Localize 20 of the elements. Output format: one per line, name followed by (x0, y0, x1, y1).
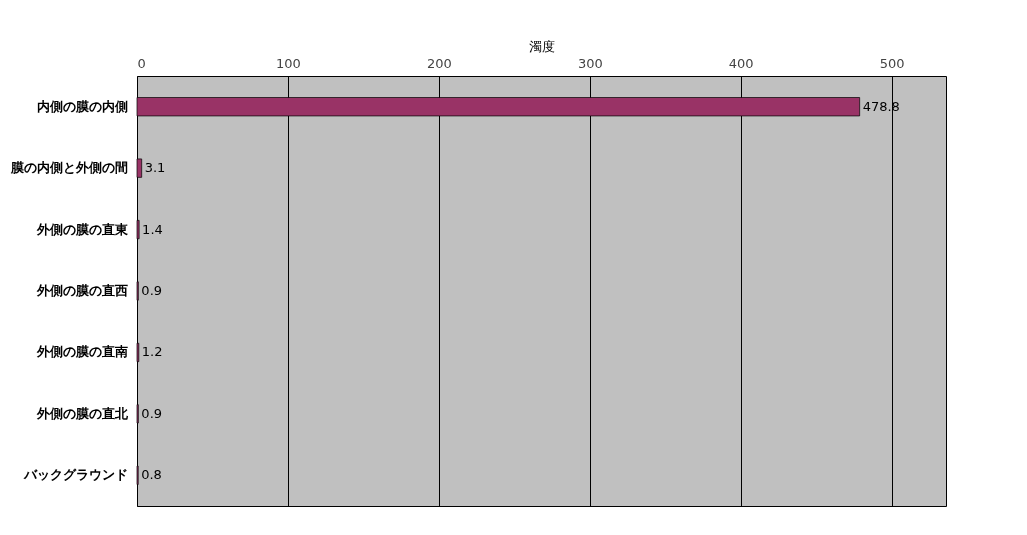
data-label: 0.9 (141, 405, 163, 421)
data-label: 0.8 (141, 467, 162, 483)
data-label: 1.2 (141, 344, 163, 360)
data-label: 3.1 (144, 160, 166, 176)
y-tick-label: 外側の膜の直北 (35, 405, 129, 421)
x-tick-label: 100 (276, 55, 301, 71)
data-label: 0.9 (141, 283, 163, 298)
y-tick-label: 膜の内側と外側の間 (9, 160, 128, 176)
y-tick-label: 外側の膜の直南 (35, 344, 128, 360)
y-tick-label: 外側の膜の直東 (35, 221, 129, 237)
y-tick-label: 外側の膜の直西 (35, 283, 128, 298)
x-axis-title: 濁度 (529, 38, 555, 54)
y-tick-label: 内側の膜の内側 (36, 98, 128, 114)
x-tick-label: 400 (728, 55, 754, 71)
x-tick-label: 500 (879, 55, 905, 71)
x-tick-label: 300 (577, 55, 603, 71)
y-tick-label: バックグラウンド (22, 467, 128, 483)
data-label: 1.4 (142, 221, 163, 237)
x-tick-label: 0 (137, 55, 146, 71)
x-tick-label: 200 (426, 55, 452, 71)
